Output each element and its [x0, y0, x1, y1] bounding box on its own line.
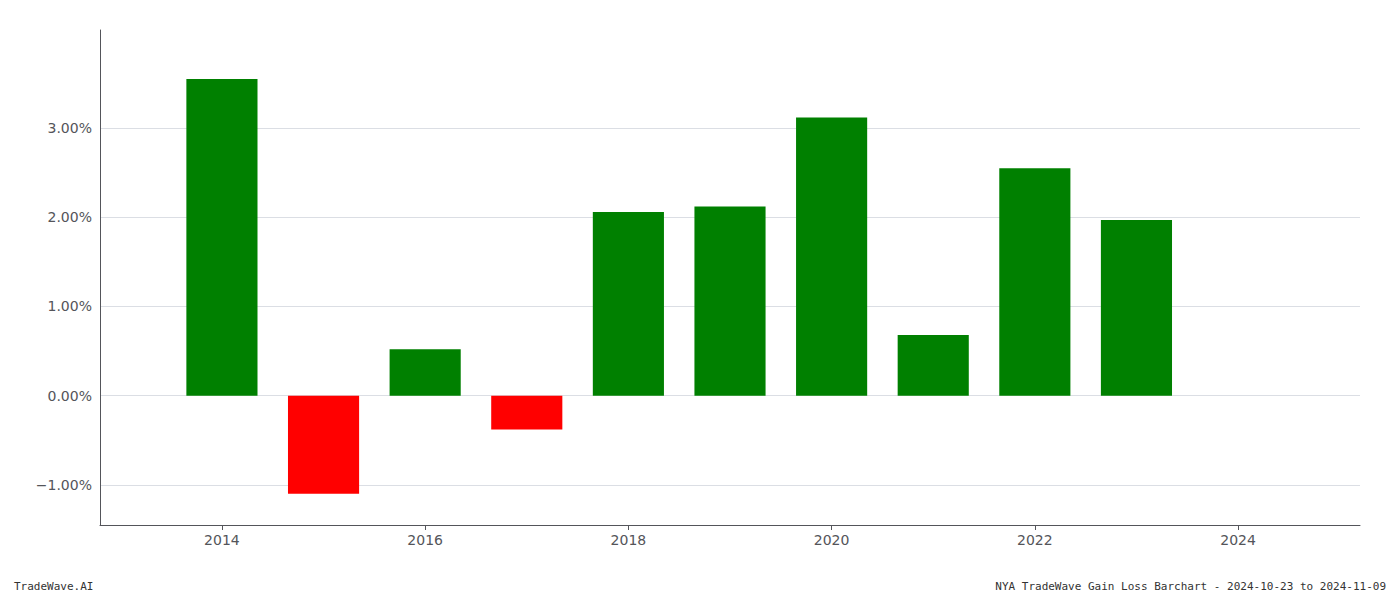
svg-text:2014: 2014 — [204, 532, 240, 548]
svg-text:2016: 2016 — [407, 532, 443, 548]
svg-text:2022: 2022 — [1017, 532, 1053, 548]
svg-text:3.00%: 3.00% — [48, 120, 92, 136]
svg-text:1.00%: 1.00% — [48, 298, 92, 314]
svg-text:2018: 2018 — [611, 532, 647, 548]
svg-text:NYA TradeWave Gain Loss Barcha: NYA TradeWave Gain Loss Barchart - 2024-… — [995, 580, 1386, 593]
svg-text:2024: 2024 — [1220, 532, 1256, 548]
svg-text:TradeWave.AI: TradeWave.AI — [14, 580, 93, 593]
svg-text:−1.00%: −1.00% — [36, 477, 92, 493]
svg-text:0.00%: 0.00% — [48, 388, 92, 404]
svg-text:2020: 2020 — [814, 532, 850, 548]
svg-text:2.00%: 2.00% — [48, 209, 92, 225]
